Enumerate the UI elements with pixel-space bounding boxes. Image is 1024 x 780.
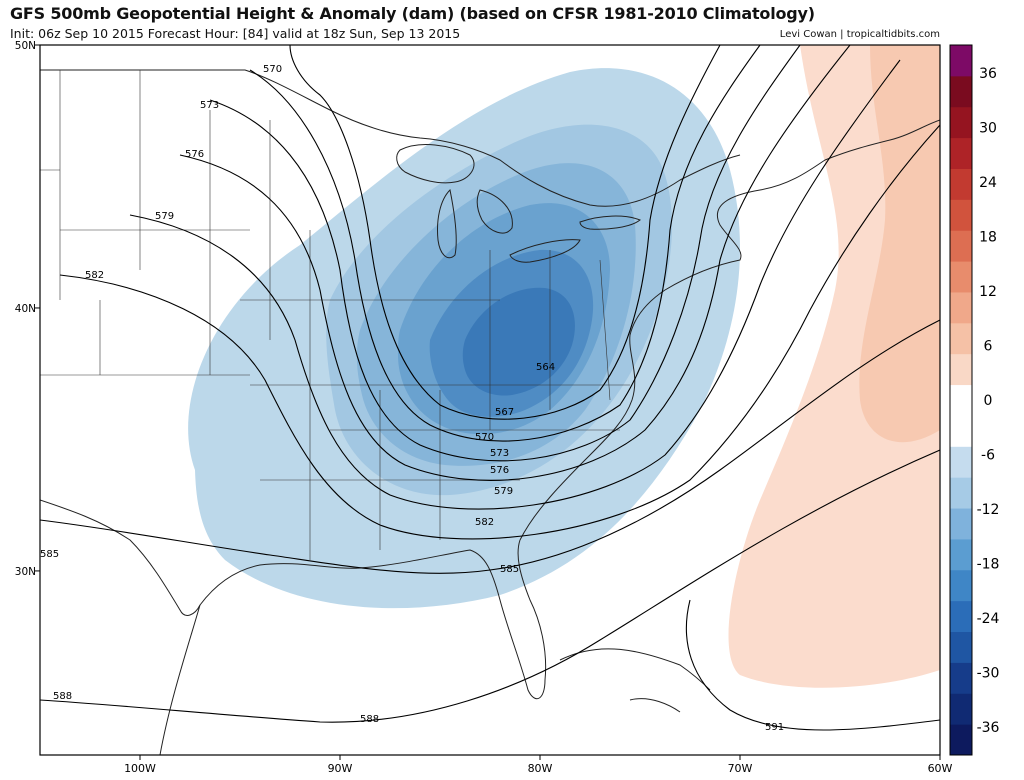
lat-tick-label: 40N xyxy=(15,303,36,315)
contour-label: 576 xyxy=(490,465,509,476)
colorbar-segment xyxy=(950,261,972,293)
contour-label: 591 xyxy=(765,722,784,733)
colorbar-tick-label: 12 xyxy=(979,284,997,300)
colorbar-segment xyxy=(950,508,972,540)
colorbar-tick-label: 24 xyxy=(979,175,997,191)
colorbar-segment xyxy=(950,477,972,509)
coastlines-borders xyxy=(40,69,940,755)
colorbar-segment xyxy=(950,322,972,355)
lat-tick-label: 30N xyxy=(15,566,36,578)
contour-579 xyxy=(129,59,901,510)
colorbar-tick-label: -18 xyxy=(977,557,1000,573)
lake-erie xyxy=(509,239,581,263)
colorbar-tick-label: -36 xyxy=(977,720,1000,736)
state-borders xyxy=(40,70,630,560)
contour-585 xyxy=(40,319,940,574)
contour-label: 579 xyxy=(155,211,174,222)
contour-label: 567 xyxy=(495,407,514,418)
contour-label: 585 xyxy=(500,564,519,575)
height-contours xyxy=(40,45,940,731)
chart-subtitle: Init: 06z Sep 10 2015 Forecast Hour: [84… xyxy=(10,26,461,41)
contour-label: 570 xyxy=(475,432,494,443)
colorbar-segment xyxy=(950,168,972,200)
contour-573 xyxy=(209,45,801,462)
contour-label: 564 xyxy=(536,362,555,373)
lon-tick-label: 80W xyxy=(528,762,553,775)
lake-superior xyxy=(396,144,475,184)
lon-tick-label: 100W xyxy=(124,762,156,775)
colorbar-segment xyxy=(950,75,972,108)
colorbar-segment xyxy=(950,693,972,725)
contour-570-inner xyxy=(249,45,761,442)
contour-label: 582 xyxy=(85,270,104,281)
contour-label: 573 xyxy=(490,448,509,459)
contour-label: 585 xyxy=(40,549,59,560)
axis-ticks: 100W 90W 80W 70W 60W 50N 40N 30N xyxy=(15,40,953,775)
contour-591 xyxy=(685,599,940,731)
colorbar: 36 30 24 18 12 6 0 -6 -12 -18 -24 -30 -36 xyxy=(949,44,1000,756)
chart-title: GFS 500mb Geopotential Height & Anomaly … xyxy=(10,4,815,23)
colorbar-segment xyxy=(950,631,972,663)
colorbar-segment xyxy=(950,662,972,694)
contour-582 xyxy=(59,124,940,540)
contour-labels: 570 573 576 579 582 585 588 564 567 570 573 576 579 5… xyxy=(40,64,784,733)
contour-label: 576 xyxy=(185,149,204,160)
colorbar-segment xyxy=(950,724,972,756)
contour-label: 579 xyxy=(494,486,513,497)
colorbar-segment xyxy=(950,600,972,633)
lon-tick-label: 90W xyxy=(328,762,353,775)
colorbar-segment xyxy=(950,353,972,386)
hispaniola-coast xyxy=(629,698,681,713)
colorbar-segment xyxy=(950,384,972,416)
colorbar-tick-label: 6 xyxy=(984,339,993,355)
lake-ontario xyxy=(579,215,641,230)
colorbar-segment xyxy=(950,106,972,139)
colorbar-tick-label: 0 xyxy=(984,393,993,409)
anomaly-area-minus-36 xyxy=(462,287,575,396)
colorbar-segment xyxy=(950,415,972,447)
mexico-border xyxy=(40,499,201,616)
colorbar-segment xyxy=(950,137,972,169)
lon-tick-label: 60W xyxy=(928,762,953,775)
lake-michigan xyxy=(437,188,457,259)
contour-588 xyxy=(40,449,940,723)
lon-tick-label: 70W xyxy=(728,762,753,775)
colorbar-tick-label: -30 xyxy=(977,666,1000,682)
state-lines xyxy=(40,70,630,560)
lake-huron xyxy=(476,189,513,234)
colorbar-tick-label: -6 xyxy=(981,448,995,464)
colorbar-segment xyxy=(950,45,972,77)
colorbar-segment xyxy=(950,199,972,231)
contour-label: 570 xyxy=(263,64,282,75)
contour-label: 588 xyxy=(360,714,379,725)
colorbar-tick-label: -12 xyxy=(977,502,1000,518)
anomaly-area-plus-12 xyxy=(859,45,940,443)
atlantic-coast xyxy=(519,119,940,541)
anomaly-shading xyxy=(188,45,940,688)
map-frame xyxy=(39,44,941,756)
colorbar-segment xyxy=(950,230,972,262)
colorbar-segment xyxy=(950,569,972,602)
contour-label: 573 xyxy=(200,100,219,111)
colorbar-tick-label: 30 xyxy=(979,121,997,137)
contour-label: 588 xyxy=(53,691,72,702)
colorbar-tick-label: 36 xyxy=(979,66,997,82)
canada-us-border xyxy=(40,69,741,207)
colorbar-segment xyxy=(950,291,972,324)
lat-tick-label: 50N xyxy=(15,40,36,52)
colorbar-tick-label: -24 xyxy=(977,611,1000,627)
colorbar-segment xyxy=(950,538,972,571)
cuba-coast xyxy=(559,648,711,691)
credit-text: Levi Cowan | tropicaltidbits.com xyxy=(779,29,940,40)
contour-label: 582 xyxy=(475,517,494,528)
contour-576 xyxy=(179,45,851,481)
contour-564-567 xyxy=(289,45,721,420)
gulf-coast xyxy=(159,539,547,755)
colorbar-frame xyxy=(949,44,973,756)
colorbar-tick-label: 18 xyxy=(979,230,997,246)
colorbar-segment xyxy=(950,446,972,478)
